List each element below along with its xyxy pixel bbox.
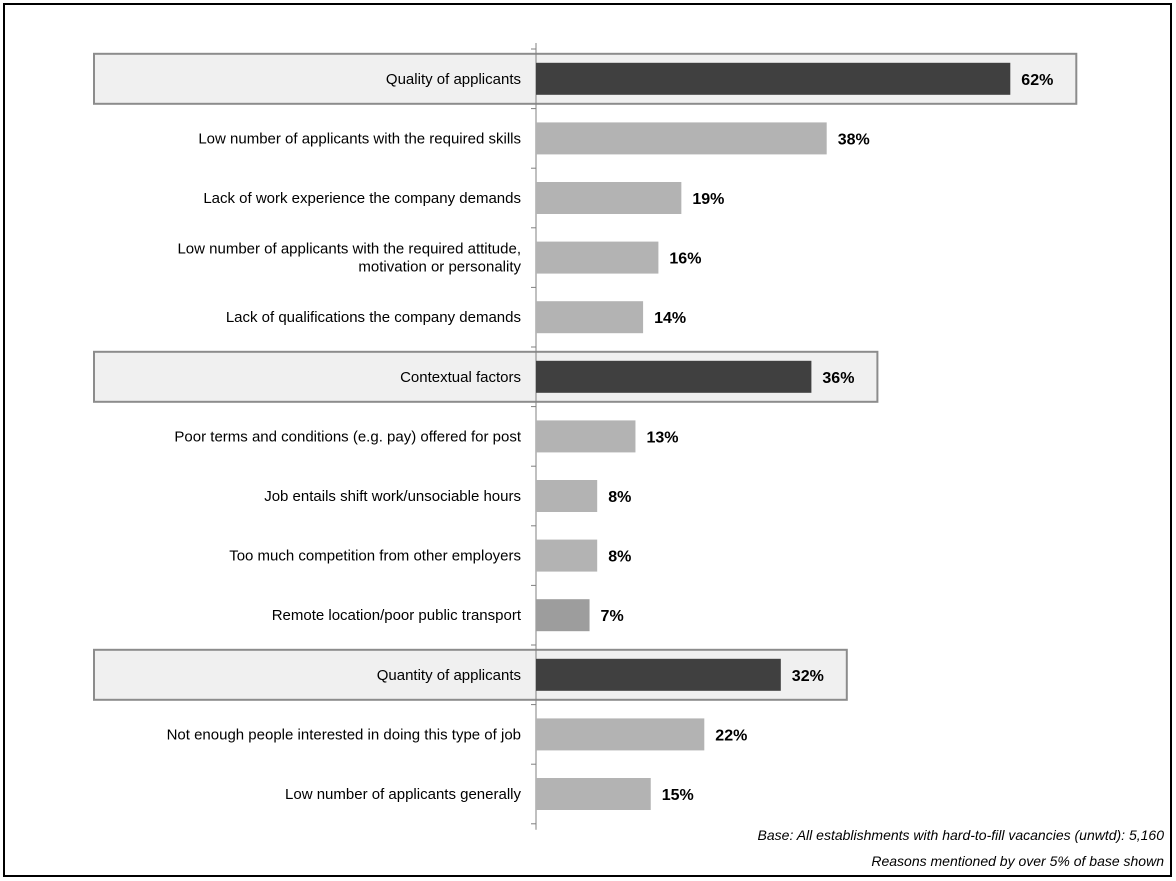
bar-chart: 62% Quality of applicants 38% Low number of… [93,43,1078,830]
category-label: Lack of work experience the company dema… [203,190,521,207]
group-header-label: Quality of applicants [386,71,521,88]
reason-bar [536,778,651,810]
group-header-label: Quantity of applicants [377,667,521,684]
category-label: Low number of applicants with the requir… [177,241,521,258]
reason-bar [536,420,636,453]
value-label: 15% [662,787,694,804]
group-total-bar [536,360,812,393]
category-label: Remote location/poor public transport [272,607,522,624]
group-total-bar [536,62,1011,95]
category-label: Low number of applicants with the requir… [198,130,521,147]
value-label: 62% [1021,72,1053,89]
value-label: 19% [692,191,724,208]
reason-bar [536,301,644,334]
reason-bar [536,480,598,512]
value-label: 7% [601,608,624,625]
base-note: Base: All establishments with hard-to-fi… [757,827,1164,843]
group-header-label: Contextual factors [400,369,521,386]
reason-bar [536,718,705,751]
category-label: motivation or personality [358,259,521,276]
reason-bar [536,122,827,155]
chart-frame: 62% Quality of applicants 38% Low number of… [3,3,1172,877]
category-label: Not enough people interested in doing th… [167,726,521,743]
value-label: 16% [669,251,701,268]
value-label: 32% [792,668,824,685]
value-label: 14% [654,310,686,327]
value-label: 8% [608,549,631,566]
reason-bar [536,539,598,572]
category-label: Poor terms and conditions (e.g. pay) off… [174,428,521,445]
value-label: 8% [608,489,631,506]
group-total-bar [536,658,781,691]
category-label: Too much competition from other employer… [229,548,521,565]
value-label: 38% [838,131,870,148]
value-label: 13% [646,429,678,446]
value-label: 36% [822,370,854,387]
category-label: Job entails shift work/unsociable hours [264,488,521,505]
category-label: Low number of applicants generally [285,786,521,803]
reason-bar [536,241,659,274]
reason-bar [536,182,682,214]
value-label: 22% [715,727,747,744]
reason-bar [536,599,590,632]
category-label: Lack of qualifications the company deman… [226,309,521,326]
reasons-note: Reasons mentioned by over 5% of base sho… [871,853,1164,869]
